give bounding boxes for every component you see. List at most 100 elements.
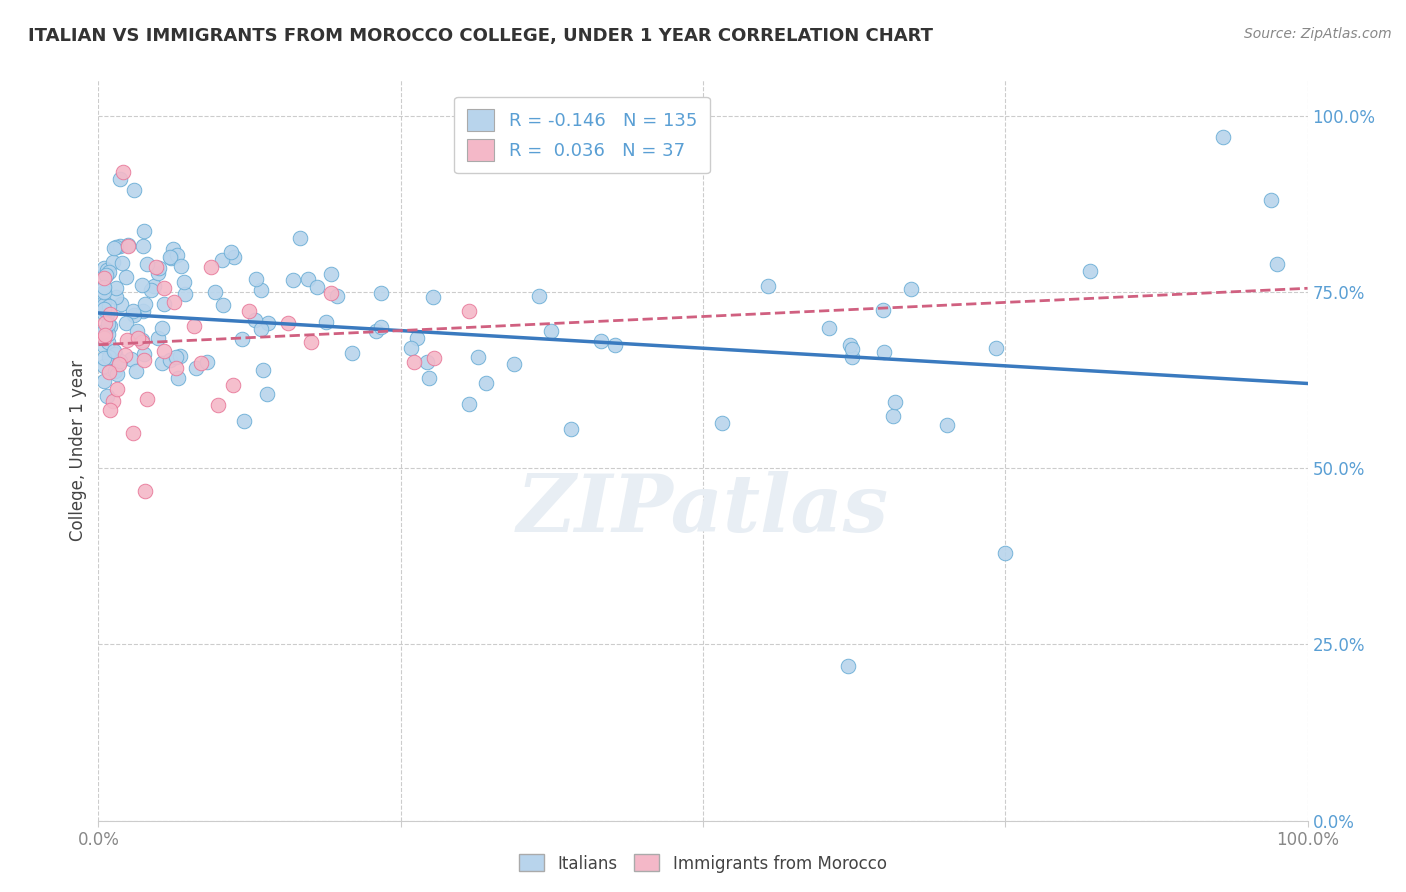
Point — [457, 397, 479, 411]
Text: ITALIAN VS IMMIGRANTS FROM MOROCCO COLLEGE, UNDER 1 YEAR CORRELATION CHART: ITALIAN VS IMMIGRANTS FROM MOROCCO COLLE… — [28, 27, 934, 45]
Point — [540, 324, 562, 338]
Point — [167, 371, 190, 385]
Point — [200, 260, 222, 274]
Point — [98, 299, 121, 313]
Point — [169, 349, 191, 363]
Point — [146, 331, 169, 345]
Legend: R = -0.146   N = 135, R =  0.036   N = 37: R = -0.146 N = 135, R = 0.036 N = 37 — [454, 96, 710, 173]
Point — [299, 334, 322, 349]
Point — [124, 309, 146, 323]
Point — [93, 260, 115, 275]
Text: Source: ZipAtlas.com: Source: ZipAtlas.com — [1244, 27, 1392, 41]
Point — [467, 351, 489, 365]
Point — [104, 280, 127, 294]
Point — [93, 339, 115, 353]
Point — [110, 239, 132, 253]
Point — [127, 331, 149, 345]
Point — [404, 355, 426, 369]
Point — [195, 355, 218, 369]
Point — [340, 346, 363, 360]
Y-axis label: College, Under 1 year: College, Under 1 year — [69, 359, 87, 541]
Point — [108, 354, 131, 368]
Point — [204, 285, 226, 300]
Point — [399, 341, 422, 355]
Point — [170, 259, 193, 273]
Point — [122, 304, 145, 318]
Point — [98, 319, 121, 334]
Point — [131, 239, 153, 253]
Point — [873, 345, 896, 359]
Point — [560, 422, 582, 436]
Point — [212, 298, 235, 312]
Point — [184, 360, 207, 375]
Point — [93, 374, 115, 388]
Point — [756, 279, 779, 293]
Point — [98, 402, 121, 417]
Point — [132, 303, 155, 318]
Point — [117, 238, 139, 252]
Point — [283, 273, 305, 287]
Point — [131, 278, 153, 293]
Point — [315, 315, 337, 329]
Point — [190, 355, 212, 369]
Point — [936, 418, 959, 433]
Point — [245, 272, 267, 286]
Point — [110, 296, 132, 310]
Point — [93, 285, 115, 300]
Point — [406, 331, 429, 345]
Point — [93, 351, 115, 366]
Point — [319, 285, 342, 300]
Point — [527, 288, 550, 302]
Point — [111, 165, 134, 179]
Point — [250, 284, 273, 298]
Point — [159, 251, 181, 265]
Point — [370, 285, 392, 300]
Point — [475, 376, 498, 390]
Point — [117, 238, 139, 252]
Point — [153, 344, 176, 359]
Point — [104, 346, 127, 360]
Point — [159, 353, 181, 368]
Point — [101, 255, 124, 269]
Point — [96, 389, 118, 403]
Point — [103, 343, 125, 358]
Point — [297, 272, 319, 286]
Point — [222, 250, 245, 264]
Point — [211, 253, 233, 268]
Point — [173, 275, 195, 289]
Point — [94, 268, 117, 283]
Point — [98, 265, 121, 279]
Point — [108, 357, 131, 371]
Point — [1212, 129, 1234, 144]
Point — [134, 347, 156, 361]
Point — [135, 257, 157, 271]
Point — [418, 371, 440, 385]
Point — [150, 356, 173, 370]
Point — [882, 409, 904, 424]
Point — [107, 382, 129, 396]
Point — [107, 367, 129, 381]
Point — [93, 295, 115, 310]
Point — [97, 365, 120, 379]
Point — [321, 267, 343, 281]
Point — [153, 281, 176, 295]
Point — [994, 546, 1017, 560]
Point — [603, 338, 626, 352]
Point — [97, 334, 120, 349]
Legend: Italians, Immigrants from Morocco: Italians, Immigrants from Morocco — [513, 847, 893, 880]
Point — [131, 333, 153, 347]
Point — [105, 240, 128, 254]
Point — [422, 290, 444, 304]
Point — [153, 297, 176, 311]
Point — [96, 263, 118, 277]
Point — [159, 252, 181, 266]
Point — [1265, 257, 1288, 271]
Point — [121, 425, 143, 440]
Point — [97, 327, 120, 342]
Point — [277, 316, 299, 330]
Point — [121, 351, 143, 366]
Point — [104, 290, 127, 304]
Point — [883, 394, 905, 409]
Point — [1078, 263, 1101, 277]
Point — [98, 307, 121, 321]
